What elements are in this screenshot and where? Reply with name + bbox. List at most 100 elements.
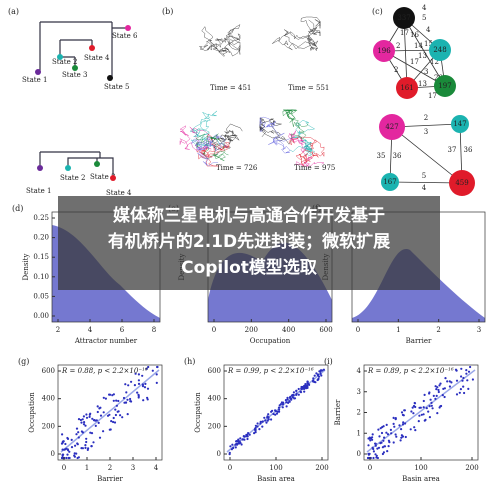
point: [77, 418, 81, 421]
edge-weight: 15: [424, 40, 433, 48]
point: [368, 437, 371, 440]
point: [125, 391, 128, 394]
point: [437, 390, 440, 394]
point: [422, 399, 425, 403]
panel-label: (a): [8, 7, 19, 16]
x-tick-label: 6: [120, 326, 125, 334]
point: [399, 439, 402, 442]
x-tick-label: 3: [477, 326, 481, 334]
point: [386, 433, 390, 436]
point: [98, 436, 102, 439]
tree-1: [39, 21, 128, 78]
point: [431, 407, 434, 410]
stat-annotation: R = 0.99, p < 2.2×10⁻¹⁶: [227, 367, 314, 375]
x-tick-label: 4: [88, 326, 93, 334]
point: [419, 406, 422, 409]
point: [315, 372, 318, 375]
point: [267, 413, 270, 416]
headline-line: 有机桥片的2.1D先进封装；微软扩展: [108, 231, 390, 252]
point: [74, 444, 77, 447]
point: [256, 422, 259, 425]
point: [79, 418, 82, 422]
point: [393, 425, 396, 428]
point: [304, 383, 307, 386]
point: [112, 416, 115, 420]
y-tick-label: 200: [42, 422, 55, 430]
point: [369, 439, 372, 442]
trees: [39, 21, 128, 178]
point: [429, 398, 432, 401]
point: [110, 420, 113, 423]
point: [232, 446, 235, 450]
point: [305, 384, 309, 387]
point: [114, 413, 117, 417]
point: [402, 421, 405, 424]
point: [400, 428, 403, 431]
point: [253, 432, 256, 435]
point: [295, 389, 298, 392]
point: [61, 433, 64, 436]
x-tick-label: 600: [319, 326, 332, 334]
point: [141, 383, 144, 386]
point: [374, 453, 377, 456]
point: [375, 454, 378, 457]
plot-frame: [363, 364, 479, 461]
point: [383, 436, 386, 439]
point: [63, 448, 66, 451]
point: [317, 375, 321, 378]
point: [430, 404, 433, 407]
edge-weight: 4: [426, 26, 431, 34]
point: [420, 413, 423, 416]
point: [424, 418, 427, 421]
point: [115, 404, 118, 407]
point: [381, 446, 384, 449]
edge-weight: 14: [414, 42, 423, 50]
trajectory: [198, 24, 241, 56]
x-tick-label: 0: [212, 326, 216, 334]
point: [266, 419, 269, 422]
point: [137, 373, 140, 376]
point: [80, 421, 83, 424]
point: [246, 435, 249, 438]
point: [126, 413, 129, 416]
point: [380, 431, 384, 435]
trajectory: [196, 133, 230, 167]
regression-line: [366, 369, 476, 453]
point: [76, 443, 79, 446]
point: [293, 397, 296, 400]
point: [392, 441, 395, 444]
headline-line: Copilot模型选取: [181, 257, 317, 278]
point: [455, 369, 458, 372]
point: [82, 423, 86, 426]
point: [264, 419, 267, 422]
point: [254, 424, 257, 427]
panel-label: (h): [184, 357, 195, 366]
point: [444, 377, 447, 380]
point: [277, 406, 281, 409]
point: [65, 447, 68, 450]
point: [303, 390, 306, 393]
point: [385, 431, 388, 434]
point: [234, 446, 237, 449]
x-tick-label: 1: [85, 464, 89, 472]
point: [400, 411, 404, 414]
network-node: [429, 39, 451, 61]
point: [382, 451, 385, 454]
point: [129, 400, 132, 403]
x-tick-label: 0: [356, 326, 360, 334]
point: [81, 431, 84, 434]
point: [96, 405, 99, 408]
tree-label: State 4: [106, 189, 132, 197]
edge: [403, 17, 408, 89]
point: [112, 393, 115, 396]
point: [372, 450, 375, 453]
tree-label: State 2: [60, 174, 85, 182]
point: [386, 450, 389, 453]
point: [413, 402, 417, 405]
x-axis-label: Attractor number: [74, 337, 138, 345]
edge-weight: 13: [418, 52, 427, 60]
point: [270, 418, 273, 421]
point: [83, 421, 86, 424]
tree-node: [94, 161, 100, 167]
point: [85, 437, 88, 440]
